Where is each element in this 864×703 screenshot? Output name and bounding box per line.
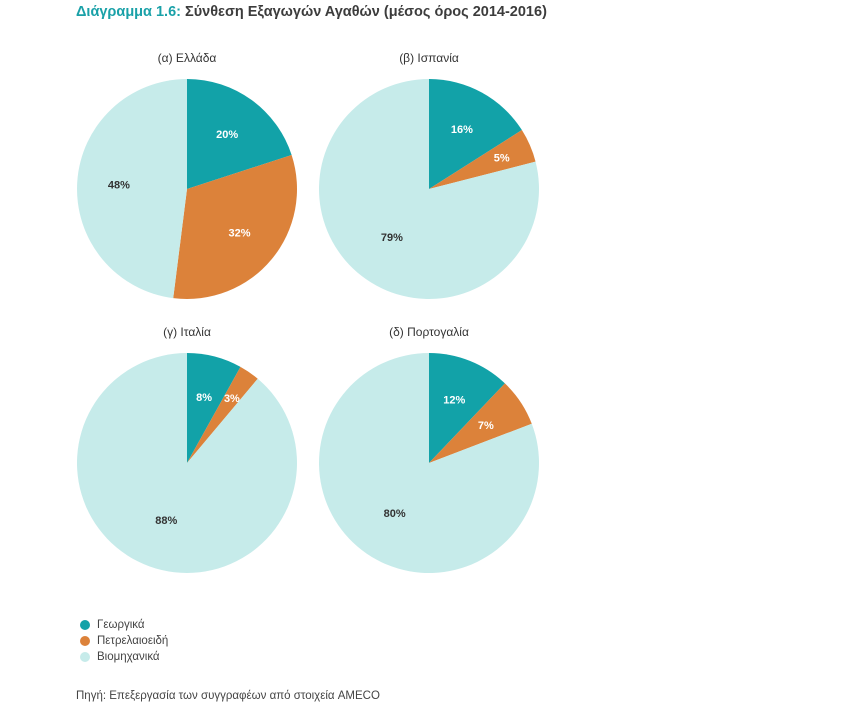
pie-chart-portugal: (δ) Πορτογαλία 12% 7% 80% [314, 323, 544, 577]
pie-slice-industrial [76, 353, 297, 573]
pie-title: (β) Ισπανία [399, 51, 459, 65]
pie-chart-spain: (β) Ισπανία 16% 5% 79% [314, 49, 544, 303]
pie-slice-industrial [318, 78, 539, 299]
pie-svg: 20% 32% 48% [77, 79, 298, 299]
pie-slice-petroleum [429, 383, 532, 463]
pie-slice-label: 3% [224, 393, 240, 405]
chart-title-text: Σύνθεση Εξαγωγών Αγαθών (μέσος όρος 2014… [185, 4, 547, 20]
legend-item-petroleum: Πετρελαιοειδή [80, 633, 168, 649]
pie-slice-label: 12% [443, 395, 465, 407]
pie-slice-agricultural [187, 79, 292, 189]
pie-slice-label: 80% [384, 508, 406, 520]
pie-slice-label: 16% [451, 124, 473, 136]
pie-slice-label: 8% [196, 392, 212, 404]
legend-swatch [80, 652, 90, 662]
pie-slice-agricultural [429, 353, 505, 463]
legend-item-industrial: Βιομηχανικά [80, 649, 168, 665]
pie-slice-petroleum [187, 366, 258, 463]
legend-label: Πετρελαιοειδή [97, 635, 169, 647]
pie-slice-petroleum [173, 155, 298, 299]
pie-slice-label: 88% [155, 515, 177, 527]
pie-title: (δ) Πορτογαλία [389, 325, 469, 339]
legend: Γεωργικά Πετρελαιοειδή Βιομηχανικά [80, 617, 168, 665]
pie-svg: 8% 3% 88% [76, 353, 297, 573]
pie-slice-label: 7% [478, 420, 494, 432]
legend-item-agricultural: Γεωργικά [80, 617, 168, 633]
pie-slice-industrial [319, 353, 540, 573]
pie-slice-label: 48% [108, 180, 130, 192]
pie-title: (γ) Ιταλία [163, 325, 211, 339]
pie-slice-label: 79% [381, 232, 403, 244]
pie-slice-label: 5% [494, 153, 510, 165]
chart-title-prefix: Διάγραμμα 1.6: [76, 4, 181, 20]
pie-chart-greece: (α) Ελλάδα 20% 32% 48% [72, 49, 302, 303]
pie-slice-petroleum [429, 130, 536, 189]
pie-slice-label: 20% [216, 129, 238, 141]
legend-swatch [80, 620, 90, 630]
pie-svg: 16% 5% 79% [318, 78, 539, 299]
pie-slice-agricultural [429, 79, 522, 189]
pie-title: (α) Ελλάδα [157, 51, 217, 65]
pie-svg: 12% 7% 80% [319, 353, 540, 573]
legend-label: Γεωργικά [97, 619, 145, 631]
chart-title: Διάγραμμα 1.6: Σύνθεση Εξαγωγών Αγαθών (… [76, 4, 547, 20]
legend-label: Βιομηχανικά [97, 651, 160, 663]
pie-chart-italy: (γ) Ιταλία 8% 3% 88% [72, 323, 302, 577]
pie-slice-industrial [77, 79, 187, 299]
pie-slice-label: 32% [228, 228, 250, 240]
source-note: Πηγή: Επεξεργασία των συγγραφέων από στο… [76, 690, 380, 702]
legend-swatch [80, 636, 90, 646]
pie-slice-agricultural [187, 353, 241, 463]
